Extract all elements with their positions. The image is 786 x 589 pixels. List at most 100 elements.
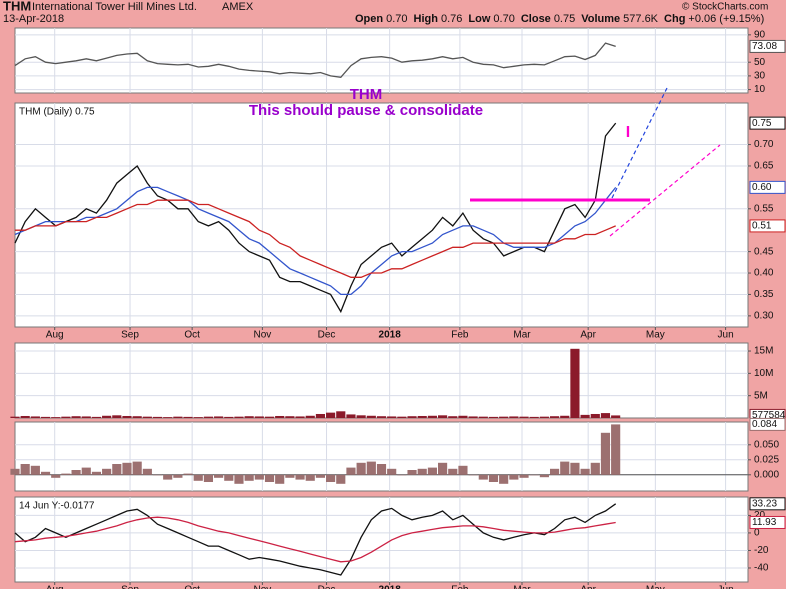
bar bbox=[376, 464, 387, 475]
bar bbox=[600, 413, 611, 418]
y-tick-label: 0.35 bbox=[754, 289, 774, 300]
bar bbox=[203, 474, 214, 482]
bar bbox=[529, 416, 539, 418]
bar bbox=[458, 465, 468, 475]
x-tick-label: Nov bbox=[253, 330, 271, 341]
quote-value: +0.06 (+9.15%) bbox=[688, 13, 764, 25]
bar bbox=[590, 462, 600, 475]
quote-label: Chg bbox=[664, 13, 685, 25]
series-line bbox=[14, 503, 617, 576]
bar bbox=[132, 461, 142, 475]
x-tick-label: Jun bbox=[718, 585, 734, 589]
bar bbox=[244, 416, 254, 418]
bar bbox=[20, 464, 30, 475]
symbol: THM bbox=[3, 0, 31, 13]
last-value-label: 0.60 bbox=[752, 182, 772, 193]
last-value-label: 73.08 bbox=[752, 41, 777, 52]
quote-label: Open bbox=[355, 13, 383, 25]
bar bbox=[91, 471, 102, 475]
bar bbox=[611, 415, 621, 418]
bar bbox=[142, 468, 152, 475]
bar bbox=[81, 467, 91, 475]
last-value-label: 577584 bbox=[752, 410, 786, 421]
bar bbox=[346, 414, 356, 418]
last-value-label: 0.51 bbox=[752, 221, 772, 232]
series-line bbox=[14, 516, 616, 563]
y-tick-label: 0.025 bbox=[754, 454, 779, 465]
quote-label: High bbox=[414, 13, 439, 25]
bar bbox=[468, 474, 478, 476]
x-tick-label: Mar bbox=[513, 585, 531, 589]
panel bbox=[14, 421, 749, 492]
bar bbox=[91, 416, 102, 418]
bar bbox=[336, 411, 346, 418]
bar bbox=[285, 416, 295, 418]
last-value-box bbox=[749, 497, 786, 511]
series-line bbox=[14, 42, 616, 78]
bar bbox=[397, 474, 407, 476]
bar bbox=[20, 415, 30, 418]
bar bbox=[580, 468, 590, 475]
y-tick-label: 0.45 bbox=[754, 246, 774, 257]
last-value-box bbox=[749, 417, 786, 431]
y-tick-label: 90 bbox=[754, 29, 766, 40]
bar bbox=[478, 416, 488, 418]
bar bbox=[295, 416, 305, 418]
quote-value: 0.70 bbox=[386, 13, 407, 25]
y-tick-label: 50 bbox=[754, 57, 766, 68]
y-tick-label: 5M bbox=[754, 390, 768, 401]
bar bbox=[112, 464, 122, 475]
last-value-label: 0.084 bbox=[752, 419, 777, 430]
y-tick-label: 0.050 bbox=[754, 439, 779, 450]
x-tick-label: May bbox=[646, 330, 665, 341]
x-tick-label: Jun bbox=[718, 330, 734, 341]
quote: Open 0.70 High 0.76 Low 0.70 Close 0.75 Volume 57… bbox=[355, 13, 764, 25]
bar bbox=[61, 416, 71, 418]
annotation: THM bbox=[350, 86, 383, 103]
bar bbox=[30, 465, 40, 475]
bar bbox=[499, 416, 509, 418]
bar bbox=[214, 474, 224, 478]
bar bbox=[275, 474, 285, 484]
y-tick-label: 10M bbox=[754, 368, 773, 379]
bar bbox=[519, 474, 529, 478]
bar bbox=[224, 474, 234, 481]
last-value-label: 33.23 bbox=[752, 498, 777, 509]
x-tick-label: Mar bbox=[513, 330, 531, 341]
bar bbox=[407, 416, 417, 418]
quote-label: Close bbox=[521, 13, 551, 25]
x-tick-label: Oct bbox=[184, 330, 200, 341]
x-tick-label: Sep bbox=[121, 585, 139, 589]
bar bbox=[51, 474, 61, 478]
x-tick-label: Feb bbox=[451, 585, 469, 589]
bar bbox=[336, 474, 346, 484]
bar bbox=[71, 416, 81, 418]
panel bbox=[14, 27, 749, 94]
y-tick-label: -20 bbox=[754, 545, 769, 556]
bar bbox=[488, 416, 499, 418]
bar bbox=[275, 415, 285, 418]
bar bbox=[163, 474, 173, 480]
bar bbox=[173, 416, 183, 418]
y-tick-label: 0.55 bbox=[754, 203, 774, 214]
x-tick-label: 2018 bbox=[379, 585, 402, 589]
bar bbox=[264, 416, 275, 418]
bar bbox=[132, 416, 142, 418]
bar bbox=[519, 416, 529, 418]
bar bbox=[295, 474, 305, 480]
annotation: This should pause & consolidate bbox=[249, 102, 483, 119]
bar bbox=[264, 474, 275, 482]
last-value-box bbox=[749, 219, 786, 233]
bar bbox=[427, 467, 437, 475]
bar bbox=[356, 462, 366, 475]
bar bbox=[387, 416, 397, 418]
x-tick-label: Aug bbox=[46, 585, 64, 589]
x-tick-label: Apr bbox=[580, 330, 596, 341]
y-tick-label: -40 bbox=[754, 563, 769, 574]
annotation: I bbox=[626, 124, 630, 141]
y-tick-label: 0.40 bbox=[754, 268, 774, 279]
bar bbox=[152, 416, 163, 418]
bar bbox=[366, 415, 376, 418]
bar bbox=[600, 432, 611, 475]
